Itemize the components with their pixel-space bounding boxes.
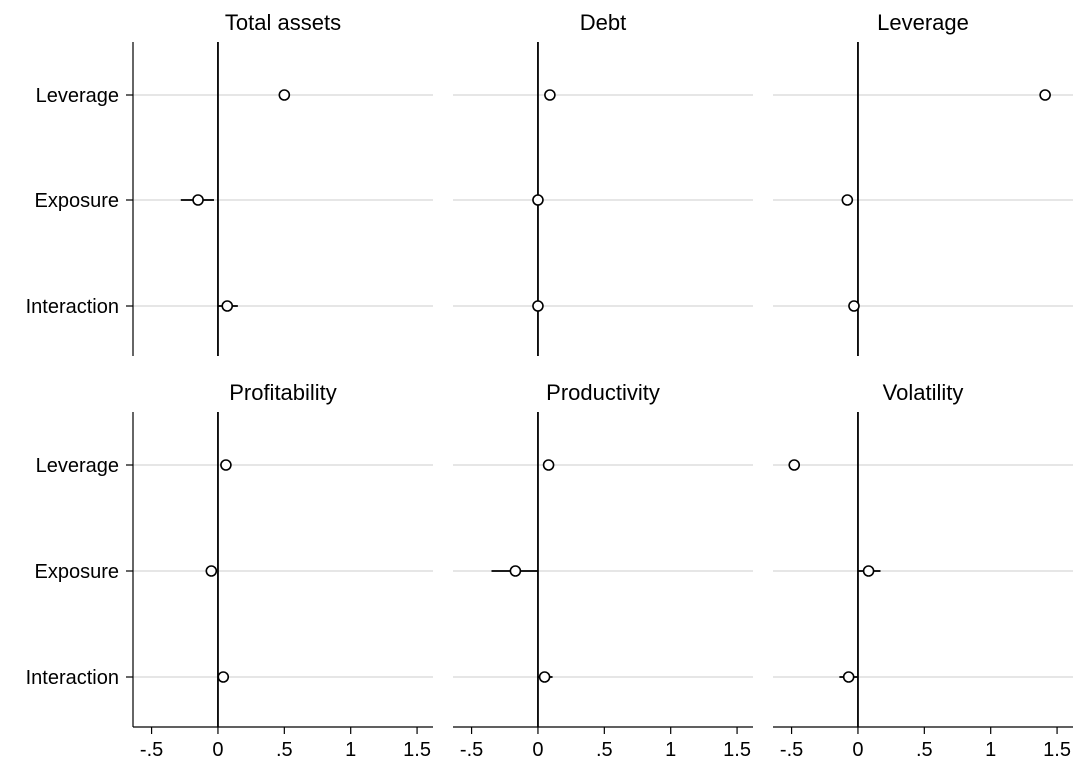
x-tick-label: -.5 (460, 739, 483, 761)
point-estimate-marker (538, 671, 551, 683)
panel-6: Volatility -.5 0 .5 1 1.5 (773, 380, 1073, 761)
point-estimate-marker (841, 194, 854, 206)
point-estimate-marker (217, 671, 230, 683)
panel-title: Total assets (225, 10, 341, 35)
x-tick-label: 0 (852, 739, 863, 761)
x-tick-label: -.5 (140, 739, 163, 761)
x-tick-label: 1.5 (403, 739, 431, 761)
point-estimate-marker (848, 300, 860, 312)
point-estimate-marker (220, 459, 232, 471)
panel-2: Debt (453, 10, 753, 356)
point-estimate-marker (544, 89, 556, 101)
point-estimate-marker (788, 459, 801, 471)
panel-title: Leverage (877, 10, 969, 35)
point-estimate-marker (532, 300, 544, 312)
point-estimate-marker (192, 194, 204, 206)
panel-title: Debt (580, 10, 626, 35)
x-tick-label: 0 (532, 739, 543, 761)
x-tick-label: 1.5 (1043, 739, 1071, 761)
point-estimate-marker (509, 565, 522, 577)
point-estimate-marker (1039, 89, 1051, 101)
panel-title: Productivity (546, 380, 660, 405)
x-tick-label: -.5 (780, 739, 803, 761)
category-label: Interaction (26, 667, 119, 689)
x-tick-label: 1.5 (723, 739, 751, 761)
point-estimate-marker (842, 671, 855, 683)
panel-title: Volatility (883, 380, 964, 405)
category-label: Leverage (36, 455, 119, 477)
point-estimate-marker (278, 89, 291, 101)
point-estimate-marker (862, 565, 875, 577)
point-estimate-marker (532, 194, 544, 206)
category-label: Exposure (35, 190, 120, 212)
x-tick-label: 1 (665, 739, 676, 761)
panel-4: Profitability Leverage Exposure Interaction… (26, 380, 433, 761)
x-tick-label: .5 (596, 739, 613, 761)
x-tick-label: .5 (916, 739, 933, 761)
panel-1: Total assets Leverage Exposure Interaction (26, 10, 433, 356)
point-estimate-marker (221, 300, 234, 312)
category-label: Exposure (35, 561, 120, 583)
category-label: Leverage (36, 85, 119, 107)
category-label: Interaction (26, 296, 119, 318)
panel-3: Leverage (773, 10, 1073, 356)
point-estimate-marker (205, 565, 218, 577)
panel-title: Profitability (229, 380, 337, 405)
point-estimate-marker (542, 459, 555, 471)
x-tick-label: 1 (985, 739, 996, 761)
x-tick-label: 1 (345, 739, 356, 761)
x-tick-label: 0 (212, 739, 223, 761)
panel-5: Productivity -.5 0 .5 1 1.5 (453, 380, 753, 761)
x-tick-label: .5 (276, 739, 293, 761)
